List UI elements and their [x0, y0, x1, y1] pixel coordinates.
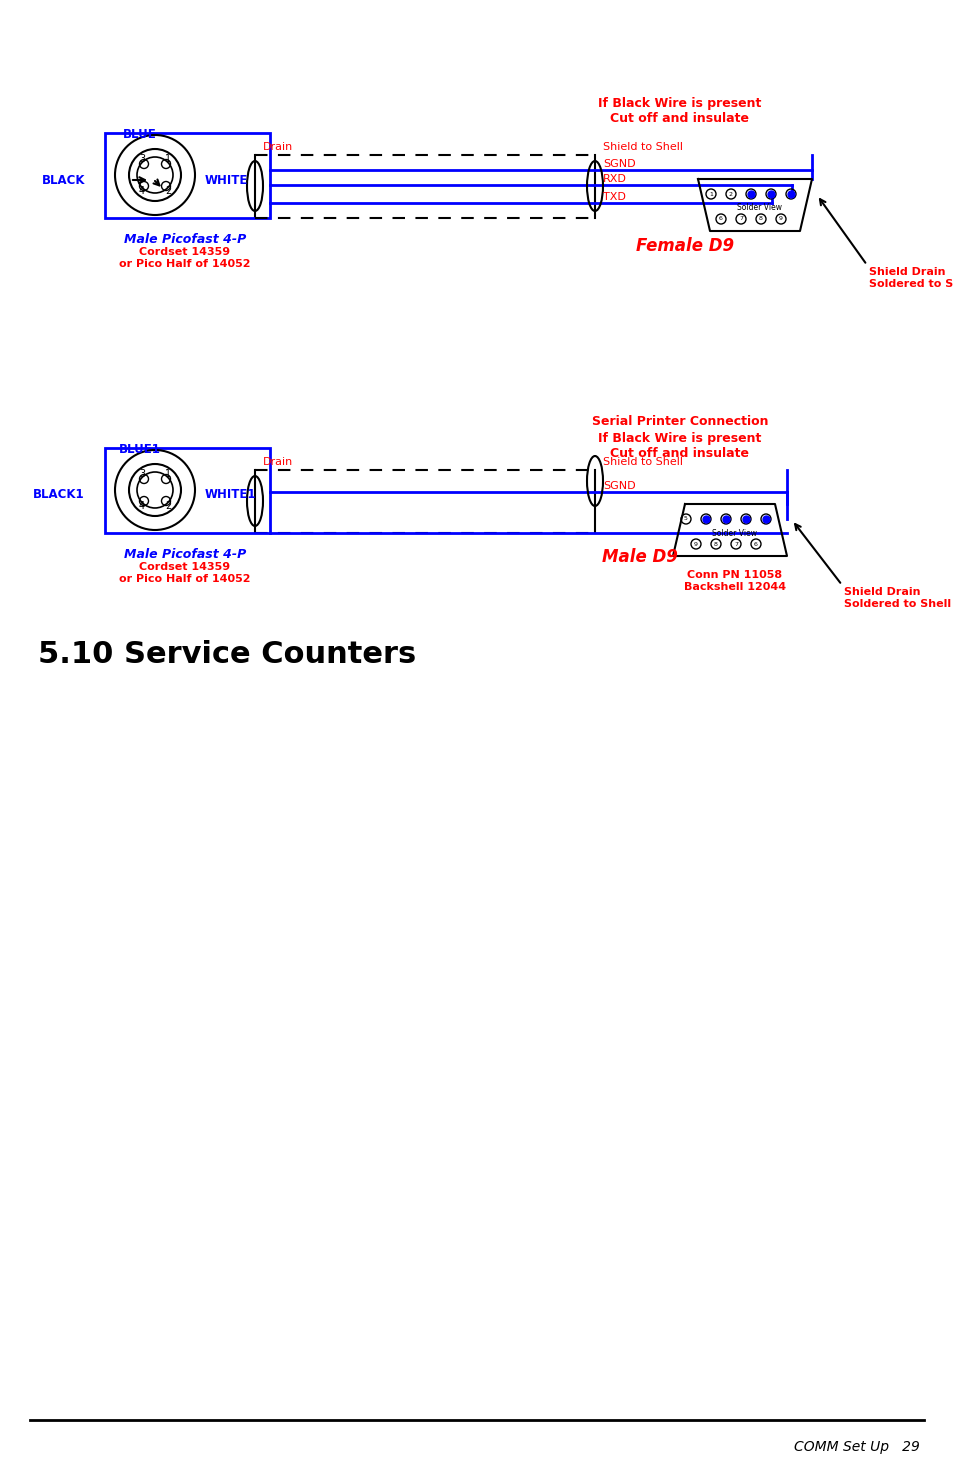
Text: COMM Set Up   29: COMM Set Up 29: [793, 1440, 919, 1454]
Text: 4: 4: [768, 192, 772, 196]
Text: WHITE: WHITE: [205, 174, 248, 186]
Text: 8: 8: [713, 541, 718, 547]
Text: Male Picofast 4-P: Male Picofast 4-P: [124, 233, 246, 246]
Text: Shield to Shell: Shield to Shell: [602, 457, 682, 468]
Text: 2: 2: [743, 516, 747, 522]
Text: Shield Drain
Soldered to Shell: Shield Drain Soldered to Shell: [843, 587, 950, 609]
Text: 1: 1: [708, 192, 712, 196]
Text: If Black Wire is present
Cut off and insulate: If Black Wire is present Cut off and ins…: [598, 97, 760, 125]
Text: If Black Wire is present
Cut off and insulate: If Black Wire is present Cut off and ins…: [598, 432, 760, 460]
Text: 3: 3: [139, 469, 145, 479]
Text: BLUE: BLUE: [123, 128, 156, 142]
Text: 4: 4: [139, 186, 145, 196]
Text: 9: 9: [779, 217, 782, 221]
Text: 6: 6: [719, 217, 722, 221]
Text: Serial Printer Connection: Serial Printer Connection: [591, 414, 767, 428]
Text: 3: 3: [748, 192, 752, 196]
Text: Cordset 14359: Cordset 14359: [139, 562, 231, 572]
Text: BLACK: BLACK: [42, 174, 85, 186]
Text: Shield to Shell: Shield to Shell: [602, 142, 682, 152]
Text: Conn PN 11058: Conn PN 11058: [687, 569, 781, 580]
Text: 5: 5: [683, 516, 687, 522]
Text: BLUE1: BLUE1: [119, 442, 161, 456]
Text: Drain: Drain: [263, 142, 293, 152]
Text: or Pico Half of 14052: or Pico Half of 14052: [119, 574, 251, 584]
Text: SGND: SGND: [602, 481, 635, 491]
Text: 1: 1: [165, 153, 171, 164]
Text: 3: 3: [139, 153, 145, 164]
Text: 1: 1: [165, 469, 171, 479]
Text: SGND: SGND: [602, 159, 635, 170]
Text: Cordset 14359: Cordset 14359: [139, 246, 231, 257]
Bar: [105, 448, 270, 532]
Text: WHITE1: WHITE1: [205, 488, 256, 502]
Text: Male D9: Male D9: [601, 549, 678, 566]
Text: 2: 2: [165, 502, 171, 510]
Text: 5.10 Service Counters: 5.10 Service Counters: [38, 640, 416, 670]
Text: 5: 5: [788, 192, 792, 196]
Text: 2: 2: [728, 192, 732, 196]
Text: RXD: RXD: [602, 174, 626, 184]
Text: 2: 2: [165, 186, 171, 196]
Text: Backshell 12044: Backshell 12044: [683, 583, 785, 591]
Text: 4: 4: [139, 502, 145, 510]
Text: Solder View: Solder View: [712, 528, 757, 537]
Text: 8: 8: [759, 217, 762, 221]
Text: 4: 4: [703, 516, 707, 522]
Text: TXD: TXD: [602, 192, 625, 202]
Bar: [105, 133, 270, 218]
Text: BLACK1: BLACK1: [33, 488, 85, 502]
Text: 3: 3: [723, 516, 727, 522]
Text: Male Picofast 4-P: Male Picofast 4-P: [124, 549, 246, 560]
Text: 7: 7: [733, 541, 738, 547]
Text: 7: 7: [739, 217, 742, 221]
Text: or Pico Half of 14052: or Pico Half of 14052: [119, 260, 251, 268]
Text: 6: 6: [753, 541, 757, 547]
Text: Shield Drain
Soldered to Shell: Shield Drain Soldered to Shell: [868, 267, 953, 289]
Text: Drain: Drain: [263, 457, 293, 468]
Text: 1: 1: [763, 516, 767, 522]
Text: Solder View: Solder View: [737, 204, 781, 212]
Text: 9: 9: [693, 541, 698, 547]
Text: Female D9: Female D9: [636, 237, 733, 255]
